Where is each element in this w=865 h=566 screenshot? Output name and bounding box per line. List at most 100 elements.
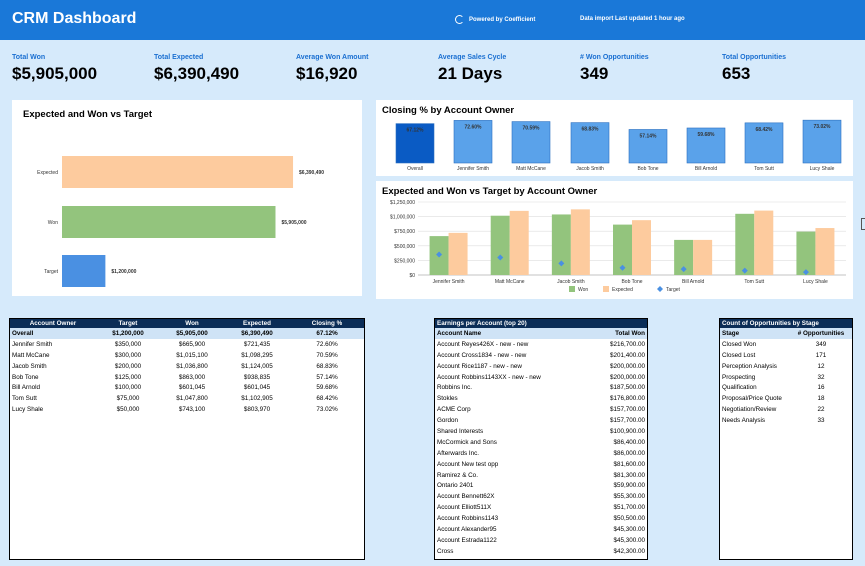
legend-swatch [569,286,575,292]
kpi-average-sales-cycle: Average Sales Cycle 21 Days [438,54,506,84]
column-header[interactable]: Account Name [435,328,573,339]
closing-pct-chart: 67.12% Overall 72.60% Jennifer Smith 70.59% M… [395,119,842,172]
expected-won-target-card: Expected and Won vs Target Expected $6,39… [12,100,362,296]
table-title: Earnings per Account (top 20) [435,319,647,328]
table-row[interactable]: Account New test opp $81,600.00 [435,459,647,470]
y-tick-label: $1,000,000 [390,215,415,221]
kpi-label: # Won Opportunities [580,54,649,61]
x-tick-label: Tom Sutt [744,279,764,285]
table-row[interactable]: Account Estrada1122 $45,300.00 [435,535,647,546]
table-row[interactable]: McCormick and Sons $86,400.00 [435,437,647,448]
table-row[interactable]: Closed Lost 171 [720,350,852,361]
table-row[interactable]: Account Reyes426X - new - new $216,700.00 [435,339,647,350]
table-cell: $665,900 [178,340,206,348]
table-row[interactable]: Prospecting 32 [720,372,852,383]
table-row[interactable]: Cross $42,300.00 [435,546,647,557]
table-title: Count of Opportunities by Stage [720,319,852,328]
table-row[interactable]: Lucy Shale $50,000 $743,100 $803,970 73.02% [10,404,364,415]
table-cell: Overall [10,328,96,339]
category-label: Target [44,269,59,275]
table-cell: $200,000 [114,362,142,370]
panel-scroll-handle[interactable] [861,218,865,230]
table-cell: $86,000.00 [613,449,645,457]
table-cell: Account Robbins1143XX - new - new [437,373,541,381]
table-row[interactable]: Bob Tone $125,000 $863,000 $938,835 57.14% [10,372,364,383]
column-header[interactable]: Total Won [573,328,647,339]
table-row[interactable]: Jacob Smith $200,000 $1,036,800 $1,124,005 6… [10,361,364,372]
x-tick-label: Lucy Shale [803,279,828,285]
table-cell: $6,390,490 [224,328,290,339]
table-row[interactable]: Account Alexander95 $45,300.00 [435,524,647,535]
table-row[interactable]: Needs Analysis 33 [720,415,852,426]
table-cell: $81,600.00 [613,460,645,468]
y-tick-label: $750,000 [394,229,415,235]
kpi-label: Total Opportunities [722,54,787,61]
table-row[interactable]: Gordon $157,700.00 [435,415,647,426]
closing-bar [802,119,842,164]
data-label: 67.12% [407,128,425,134]
expected-bar [632,220,651,275]
owner-table-container: Account Owner Target Won Expected Closin… [9,318,365,560]
owner-comparison-card: Expected and Won vs Target by Account Ow… [376,181,853,299]
table-cell: 22 [817,406,825,414]
table-row[interactable]: Afterwards Inc. $86,000.00 [435,448,647,459]
bar-expected [62,156,294,188]
table-row[interactable]: Closed Won 349 [720,339,852,350]
column-header[interactable]: Stage [720,328,790,339]
table-cell: Account Alexander95 [437,525,497,533]
table-cell: $1,047,800 [176,395,208,403]
column-header[interactable]: Account Owner [10,319,96,328]
stage-table-container: Count of Opportunities by Stage Stage # … [719,318,853,560]
column-header[interactable]: Won [160,319,224,328]
kpi-label: Total Expected [154,54,204,61]
column-header[interactable]: Closing % [290,319,364,328]
table-cell: Lucy Shale [12,406,44,414]
table-cell: $803,970 [243,406,271,414]
table-row[interactable]: Negotiation/Review 22 [720,404,852,415]
table-cell: $200,000.00 [609,373,645,381]
table-row[interactable]: Account Elliott511X $51,700.00 [435,502,647,513]
table-cell: $45,300.00 [613,525,645,533]
table-row[interactable]: ACME Corp $157,700.00 [435,404,647,415]
column-header[interactable]: Expected [224,319,290,328]
category-label: Expected [37,170,58,176]
table-cell: Jacob Smith [12,362,47,370]
table-cell: $300,000 [114,351,142,359]
table-row[interactable]: Ontario 2401 $59,900.00 [435,480,647,491]
column-header[interactable]: # Opportunities [790,328,852,339]
table-row[interactable]: Account Robbins1143 $50,500.00 [435,513,647,524]
table-row[interactable]: Stokles $176,800.00 [435,393,647,404]
table-row[interactable]: Bill Arnold $100,000 $601,045 $601,045 59.68… [10,382,364,393]
target-point [497,254,504,261]
table-row[interactable]: Shared Interests $100,900.00 [435,426,647,437]
table-cell: $601,045 [178,384,206,392]
kpi-total-opportunities: Total Opportunities 653 [722,54,786,84]
table-row[interactable]: Proposal/Price Quote 18 [720,393,852,404]
expected-bar [570,209,590,275]
table-row[interactable]: Jennifer Smith $350,000 $665,900 $721,435 72… [10,339,364,350]
table-row[interactable]: Account Cross1834 - new - new $201,400.00 [435,350,647,361]
category-label: Bob Tone [637,166,658,172]
bar-won [62,206,276,238]
powered-by[interactable]: Powered by Coefficient [455,15,535,24]
table-cell: $1,036,800 [176,362,208,370]
expected-won-target-chart: Expected $6,390,490 Won $5,905,000 Target $1,… [37,156,324,287]
table-row[interactable]: Perception Analysis 12 [720,361,852,372]
table-row[interactable]: Matt McCane $300,000 $1,015,100 $1,098,295 7… [10,350,364,361]
table-row[interactable]: Account Rice1187 - new - new $200,000.00 [435,361,647,372]
table-row[interactable]: Ramirez & Co. $81,300.00 [435,470,647,481]
table-cell: Ontario 2401 [437,482,474,490]
table-row[interactable]: Tom Sutt $75,000 $1,047,800 $1,102,905 68.42… [10,393,364,404]
table-row[interactable]: Account Bennett62X $55,300.00 [435,491,647,502]
owner-table-header: Account Owner Target Won Expected Closin… [10,319,364,328]
table-cell: $601,045 [243,384,271,392]
table-row[interactable]: Account Robbins1143XX - new - new $200,00… [435,372,647,383]
table-cell: Account Cross1834 - new - new [437,351,527,359]
table-cell: $45,300.00 [613,536,645,544]
category-label: Overall [407,166,423,172]
table-cell: $1,098,295 [241,351,273,359]
category-label: Tom Sutt [754,166,774,172]
table-row[interactable]: Qualification 16 [720,382,852,393]
table-row[interactable]: Robbins Inc. $187,500.00 [435,382,647,393]
column-header[interactable]: Target [96,319,160,328]
